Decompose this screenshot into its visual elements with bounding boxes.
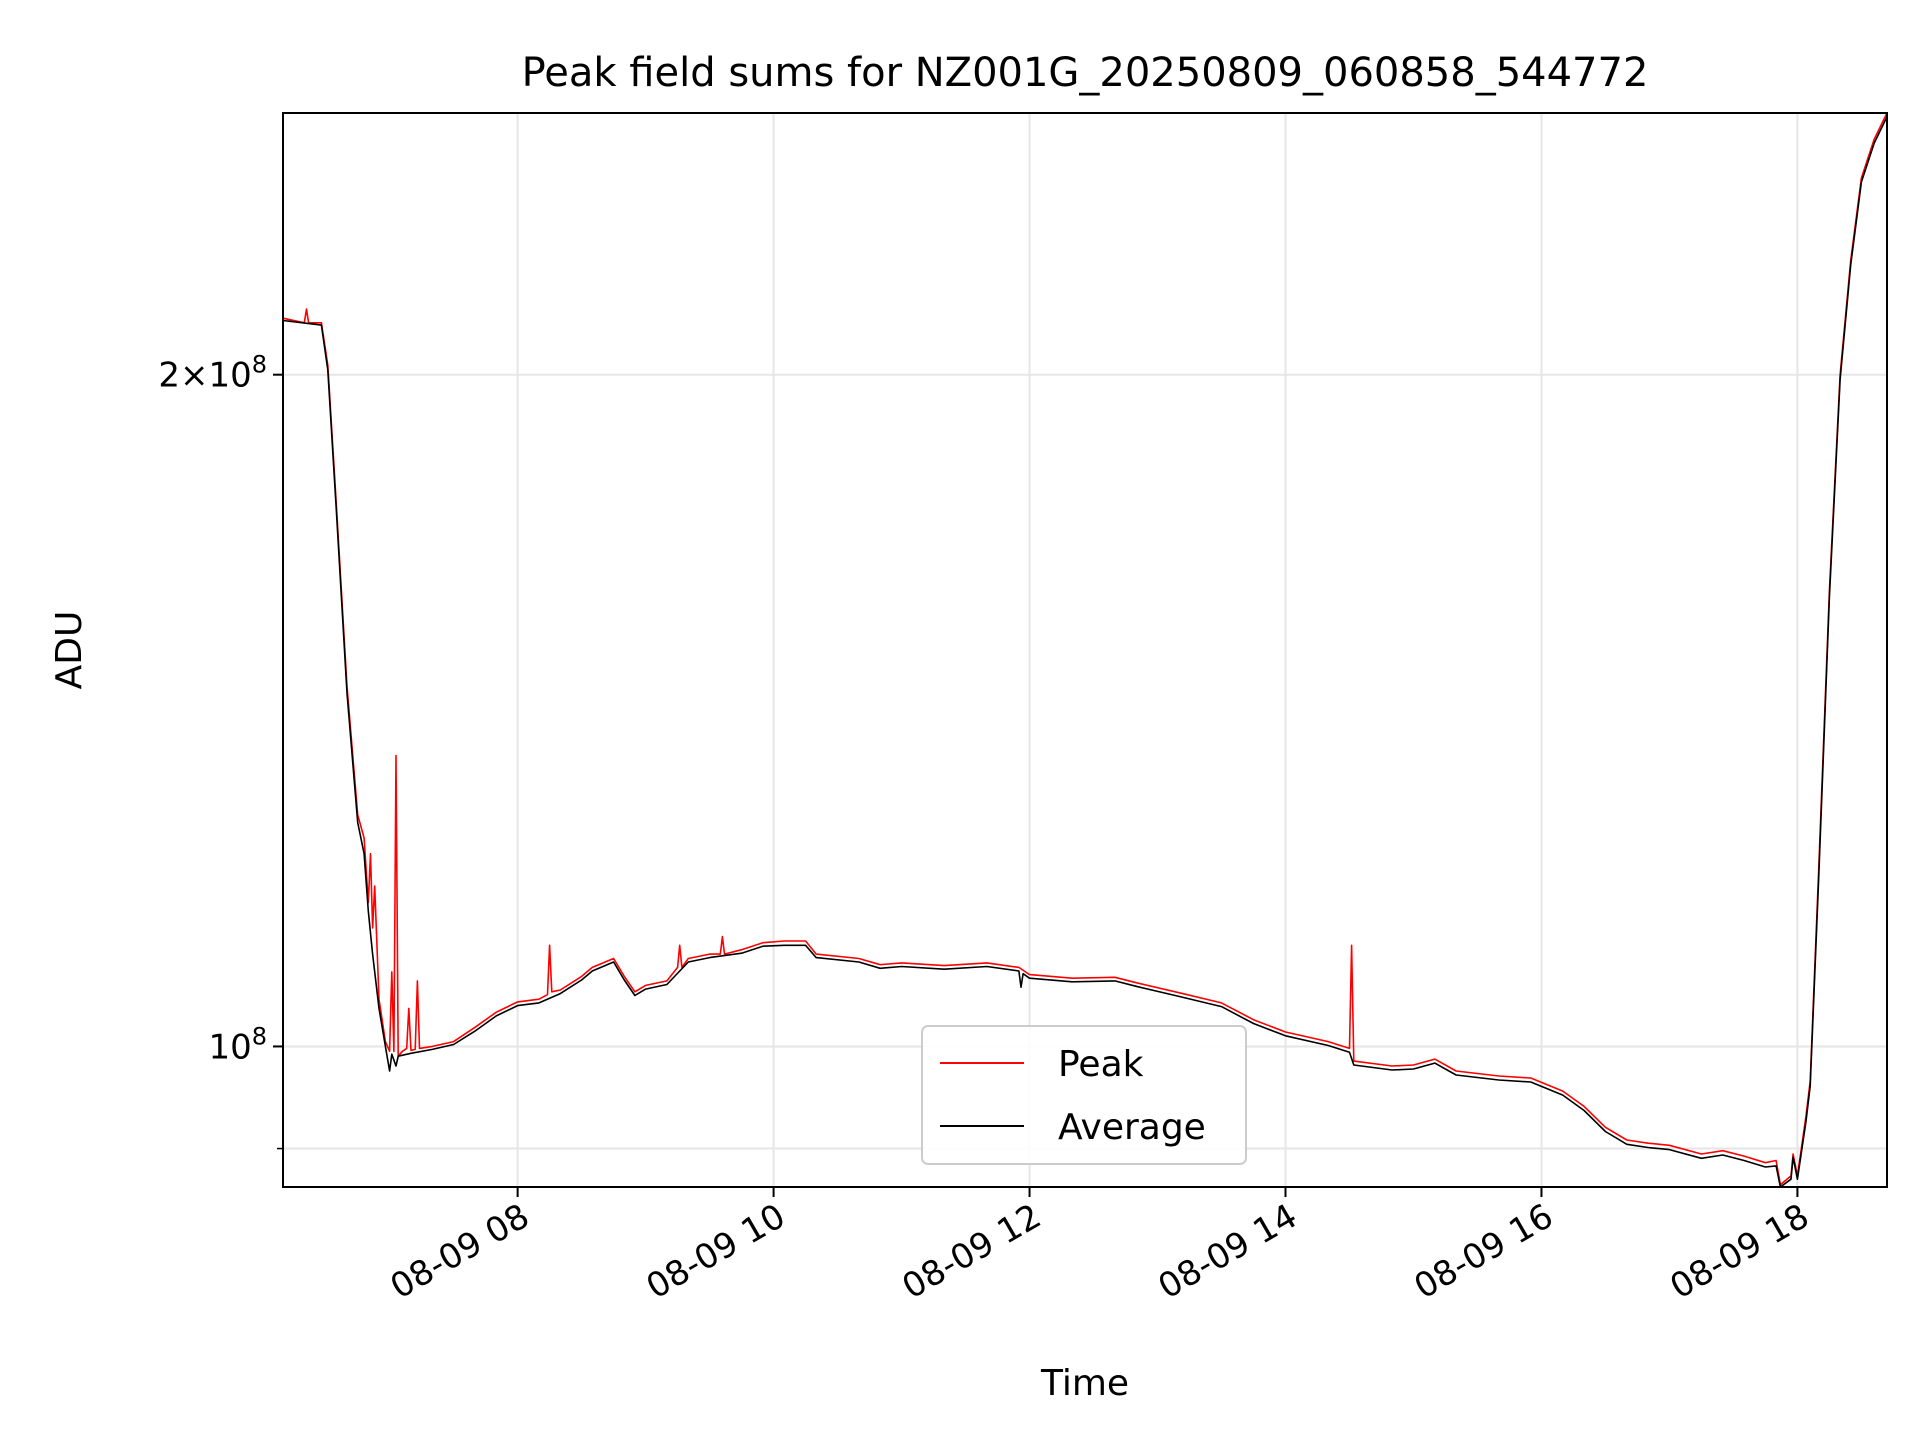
- series-line-average: [282, 116, 1888, 1188]
- chart-title: Peak field sums for NZ001G_20250809_0608…: [522, 50, 1649, 96]
- y-axis: 108 2×108: [158, 351, 283, 1150]
- x-axis-label: Time: [1040, 1363, 1129, 1404]
- legend: Peak Average: [921, 1025, 1247, 1165]
- y-axis-label: ADU: [49, 611, 90, 690]
- legend-label-average: Average: [1058, 1107, 1206, 1148]
- series-layer: [282, 112, 1888, 1188]
- y-tick-label: 2×108: [158, 351, 267, 396]
- plot-frame: [282, 112, 1888, 1188]
- legend-box: [921, 1025, 1247, 1165]
- series-line-peak: [282, 112, 1888, 1186]
- y-tick-label: 108: [208, 1022, 267, 1067]
- legend-label-peak: Peak: [1058, 1044, 1144, 1085]
